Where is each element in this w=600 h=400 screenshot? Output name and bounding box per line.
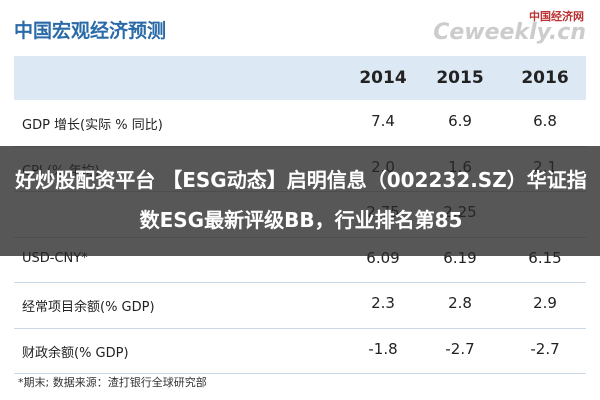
cell-value: 7.4 (371, 112, 395, 130)
cell-value: 6.9 (448, 112, 472, 130)
column-header: 2015 (436, 68, 484, 88)
cell-value: 2.3 (371, 294, 395, 312)
column-header: 2016 (521, 68, 569, 88)
footnote: *期末; 数据来源：渣打银行全球研究部 (18, 376, 207, 389)
title: 中国宏观经济预测 (14, 20, 167, 42)
row-label: 财政余额(% GDP) (22, 345, 129, 361)
cell-value: -2.7 (530, 339, 560, 358)
watermark-site: Ceweekly.cn (433, 20, 586, 45)
row-divider (14, 282, 586, 283)
cell-value: 6.8 (533, 112, 557, 130)
cell-value: -1.8 (368, 339, 398, 358)
header-band (14, 56, 586, 100)
row-divider (14, 327, 586, 329)
cell-value: 2.8 (448, 294, 472, 312)
cell-value: 2.9 (533, 294, 557, 312)
watermark: 中国经济网 (529, 10, 584, 23)
banner-text: 好炒股配资平台 【ESG动态】启明信息（002232.SZ）华证指数ESG最新评… (15, 168, 587, 232)
cell-value: -2.7 (445, 339, 475, 358)
row-label: 经常项目余额(% GDP) (22, 300, 155, 315)
column-header: 2014 (359, 68, 407, 88)
banner-bg (0, 146, 600, 256)
row-divider (14, 373, 586, 374)
row-label: GDP 增长(实际 % 同比) (22, 118, 163, 133)
